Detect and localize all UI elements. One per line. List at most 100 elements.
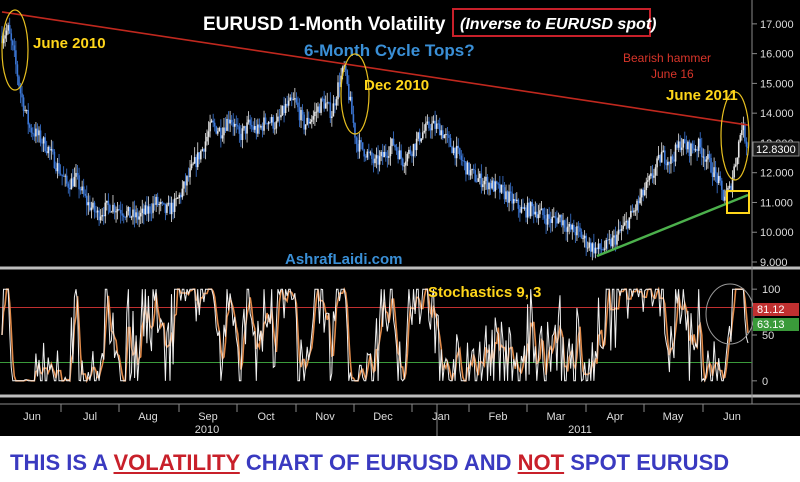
candle-body [642, 189, 644, 196]
candle-body [522, 206, 524, 209]
candle-body [543, 215, 546, 219]
candle-body [626, 220, 629, 229]
candle-body [289, 97, 292, 101]
candle-body [277, 116, 279, 122]
candle-body [87, 202, 90, 206]
candle-body [136, 212, 139, 220]
candle-body [677, 141, 680, 148]
month-label: Jun [23, 411, 41, 423]
candle-body [331, 116, 333, 119]
candle-body [449, 137, 452, 147]
candle-body [253, 126, 256, 130]
candle-body [53, 151, 56, 169]
candle-body [19, 85, 22, 94]
candle-body [508, 191, 510, 203]
june-2010-ellipse [1, 9, 29, 91]
candle-body [384, 151, 387, 156]
candle-body [216, 131, 219, 134]
candle-body [734, 164, 737, 167]
caption-volatility: VOLATILITY [113, 450, 240, 475]
month-label: Apr [606, 411, 623, 423]
stoch-tick-label: 0 [762, 376, 768, 388]
candle-body [130, 216, 133, 218]
candle-body [204, 141, 207, 152]
candle-body [374, 158, 376, 164]
candle-body [468, 162, 470, 176]
candle-body [300, 110, 302, 121]
candle-body [687, 141, 689, 150]
candle-body [269, 121, 271, 123]
candle-body [471, 168, 473, 171]
caption-part-1: THIS IS A [10, 450, 114, 475]
candle-body [92, 202, 94, 208]
candle-body [153, 203, 156, 205]
candle-body [552, 216, 555, 218]
candle-body [408, 149, 410, 154]
candle-body [250, 125, 253, 127]
candle-body [122, 215, 125, 218]
candle-body [560, 214, 563, 226]
candle-body [668, 161, 671, 164]
candle-body [155, 196, 157, 205]
candle-body [133, 209, 136, 218]
candle-body [152, 203, 154, 213]
candle-body [292, 99, 295, 101]
price-tick-label: 14.000 [760, 108, 794, 120]
candle-body [218, 127, 221, 132]
stoch-d-value: 63.13 [757, 319, 785, 331]
price-tick-label: 15.000 [760, 78, 794, 90]
candle-body [255, 126, 258, 134]
candle-body [62, 175, 65, 177]
candle-body [545, 218, 547, 225]
candle-body [728, 185, 731, 188]
candle-body [671, 156, 674, 160]
candle-body [290, 97, 293, 100]
candle-body [694, 149, 697, 151]
dec-2010-ellipse [340, 53, 370, 135]
candle-body [443, 135, 446, 139]
candle-body [446, 133, 449, 136]
candle-body [454, 147, 456, 159]
candle-body [126, 211, 128, 218]
candle-body [317, 106, 319, 112]
candle-body [116, 209, 119, 212]
candle-body [733, 166, 735, 178]
month-label: Dec [373, 411, 393, 423]
candle-body [61, 174, 63, 176]
candle-body [75, 172, 77, 177]
caption-part-5: SPOT EURUSD [564, 450, 730, 475]
candle-body [32, 132, 34, 134]
candle-body [264, 117, 267, 124]
candle-body [497, 183, 500, 185]
price-tick-label: 11.000 [760, 197, 793, 209]
candle-body [614, 235, 617, 245]
candle-body [4, 35, 6, 39]
candle-body [16, 64, 19, 77]
month-label: Aug [138, 411, 158, 423]
candle-body [201, 149, 204, 151]
candle-body [667, 161, 669, 166]
candle-body [585, 235, 587, 248]
candle-body [651, 173, 654, 178]
candle-body [274, 128, 276, 130]
candle-body [429, 128, 432, 131]
candle-body [486, 176, 489, 190]
candle-body [150, 212, 153, 214]
candle-body [135, 212, 137, 218]
candle-body [226, 118, 228, 131]
candle-body [736, 157, 739, 165]
title-note: (Inverse to EURUSD spot) [460, 16, 656, 33]
candle-body [33, 133, 36, 137]
candle-body [124, 217, 127, 218]
candle-body [569, 224, 572, 230]
candle-body [30, 127, 33, 133]
candle-body [223, 127, 225, 136]
candle-body [719, 175, 722, 181]
candle-body [355, 137, 358, 144]
price-tick-label: 16.000 [760, 49, 794, 61]
candle-body [517, 199, 520, 209]
candle-body [531, 202, 534, 207]
candle-body [423, 130, 426, 133]
candle-body [514, 199, 517, 201]
